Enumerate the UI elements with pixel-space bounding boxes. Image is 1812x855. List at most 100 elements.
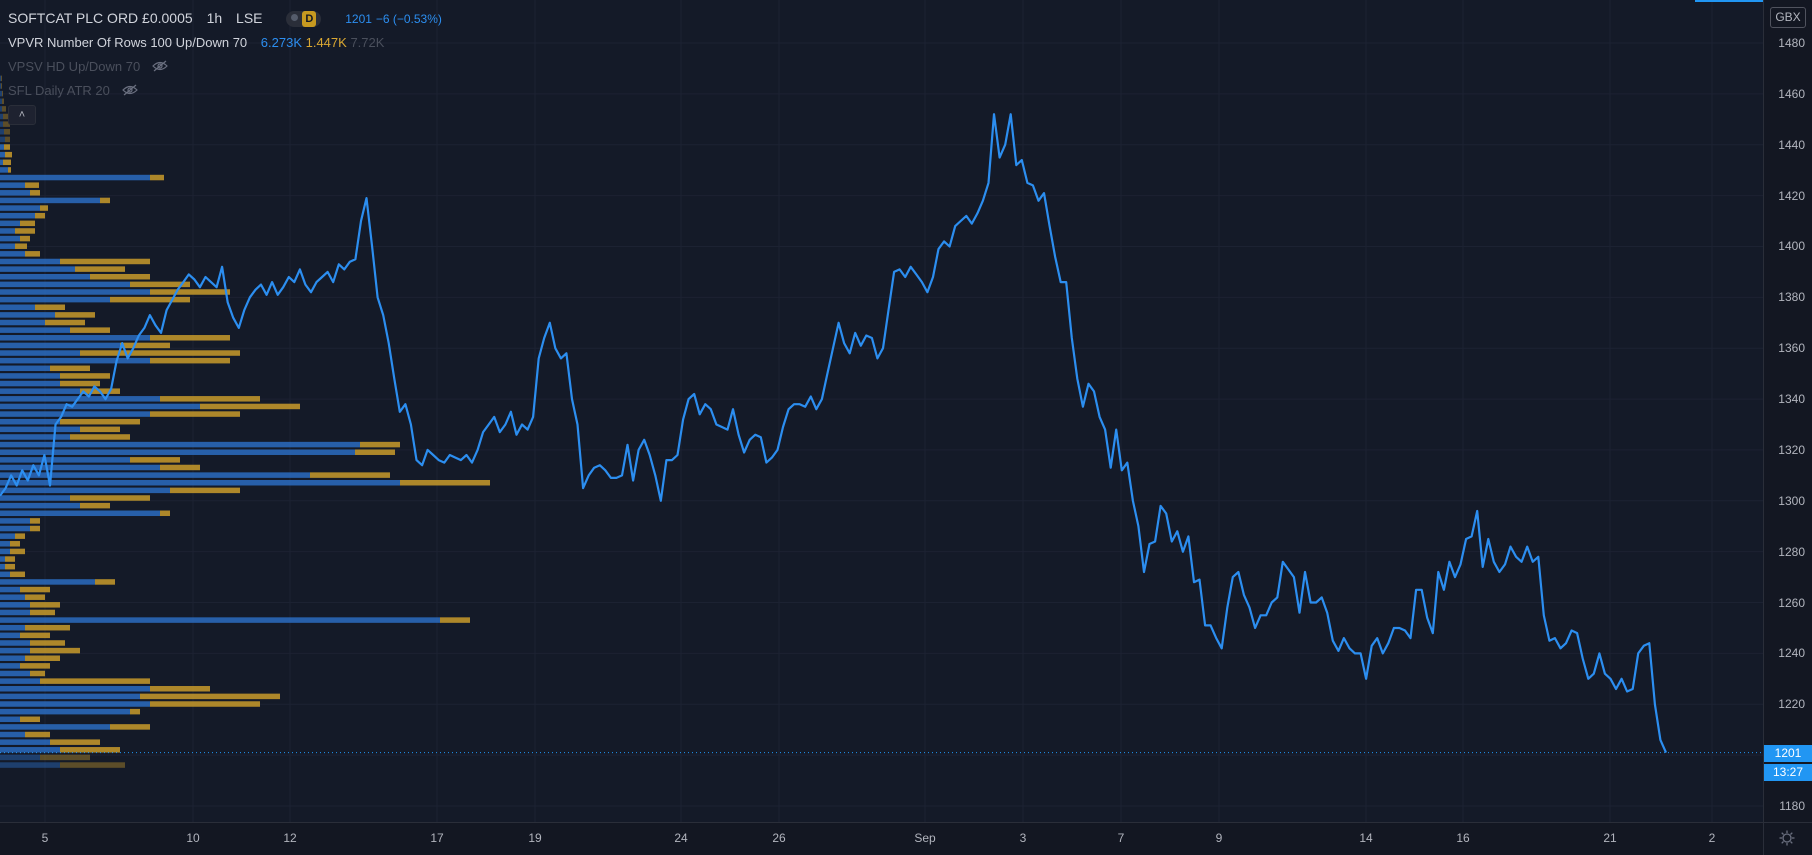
volume-profile-down-bar <box>40 678 150 684</box>
volume-profile-down-bar <box>150 701 260 707</box>
eye-hidden-icon[interactable] <box>152 60 168 72</box>
volume-profile-up-bar <box>0 83 1 89</box>
vpsv-legend[interactable]: VPSV HD Up/Down 70 <box>8 59 168 74</box>
volume-profile-up-bar <box>0 197 100 204</box>
volume-profile-down-bar <box>1 83 2 89</box>
price-tick-label: 1180 <box>1779 799 1805 813</box>
volume-profile-up-bar <box>0 159 3 166</box>
volume-profile-up-bar <box>0 98 2 104</box>
eye-hidden-icon[interactable] <box>121 84 138 96</box>
volume-profile-down-bar <box>170 487 240 494</box>
volume-profile-up-bar <box>0 182 25 188</box>
volume-profile-up-bar <box>0 495 70 501</box>
volume-profile-down-bar <box>110 724 150 730</box>
vpvr-title[interactable]: VPVR Number Of Rows 100 Up/Down 70 <box>8 35 248 50</box>
time-tick-label: 19 <box>528 831 542 845</box>
time-tick-label: 17 <box>430 831 444 845</box>
volume-profile-up-bar <box>0 304 35 311</box>
atr-legend[interactable]: SFL Daily ATR 20 <box>8 83 138 98</box>
volume-profile-down-bar <box>80 350 240 356</box>
volume-profile-down-bar <box>310 472 390 478</box>
volume-profile-down-bar <box>25 182 39 188</box>
volume-profile-up-bar <box>0 411 150 417</box>
vpsv-title[interactable]: VPSV HD Up/Down 70 <box>8 59 141 74</box>
volume-profile-up-bar <box>0 365 50 372</box>
volume-profile-up-bar <box>0 624 25 631</box>
price-tick-label: 1340 <box>1778 392 1805 407</box>
volume-profile-down-bar <box>150 174 164 181</box>
volume-profile-down-bar <box>10 548 25 555</box>
time-tick-label: 21 <box>1603 831 1617 845</box>
interval-label[interactable]: 1h <box>206 10 223 26</box>
volume-profile-up-bar <box>0 518 30 524</box>
settings-icon[interactable] <box>1779 830 1795 846</box>
volume-profile-down-bar <box>150 289 230 295</box>
top-accent-bar <box>1695 0 1763 2</box>
time-tick-label: 7 <box>1117 831 1125 845</box>
volume-profile-up-bar <box>0 228 15 234</box>
volume-profile-up-bar <box>0 525 30 532</box>
volume-profile-down-bar <box>160 396 260 402</box>
currency-badge[interactable]: GBX <box>1770 7 1806 28</box>
volume-profile-down-bar <box>15 533 25 539</box>
price-change: −6 (−0.53%) <box>375 12 442 26</box>
volume-profile-up-bar <box>0 556 5 562</box>
volume-profile-down-bar <box>60 373 110 379</box>
volume-profile-up-bar <box>0 708 130 715</box>
vpvr-legend[interactable]: VPVR Number Of Rows 100 Up/Down 70 6.273… <box>8 35 384 50</box>
volume-profile-up-bar <box>0 647 30 654</box>
volume-profile-up-bar <box>0 220 20 227</box>
volume-profile-up-bar <box>0 319 45 326</box>
axis-corner <box>1763 822 1812 855</box>
volume-profile-down-bar <box>400 479 490 486</box>
volume-profile-down-bar <box>30 609 55 616</box>
volume-profile-down-bar <box>95 579 115 585</box>
volume-profile-down-bar <box>200 403 300 410</box>
time-tick-label: 5 <box>41 831 49 845</box>
volume-profile-up-bar <box>0 190 30 196</box>
market-status-chip[interactable]: D <box>286 11 322 27</box>
volume-profile-down-bar <box>5 556 15 562</box>
time-axis[interactable]: 5 10 12 17 19 24 26 Sep 3 7 9 14 16 21 2 <box>0 822 1763 855</box>
volume-profile-up-bar <box>0 312 55 318</box>
volume-profile-up-bar <box>0 243 15 249</box>
price-tick-label: 1460 <box>1778 86 1805 101</box>
volume-profile-up-bar <box>0 457 130 463</box>
volume-profile-down-bar <box>110 296 190 303</box>
volume-profile-down-bar <box>20 716 40 723</box>
volume-profile-up-bar <box>0 449 355 455</box>
volume-profile-up-bar <box>0 403 200 410</box>
volume-profile-up-bar <box>0 472 310 478</box>
time-tick-label: 2 <box>1708 831 1716 845</box>
volume-profile-down-bar <box>130 457 180 463</box>
volume-profile-down-bar <box>5 151 12 158</box>
atr-title[interactable]: SFL Daily ATR 20 <box>8 83 110 98</box>
volume-profile-down-bar <box>60 418 140 425</box>
volume-profile-down-bar <box>60 762 125 768</box>
volume-profile-up-bar <box>0 258 60 265</box>
time-tick-label: 14 <box>1359 831 1373 845</box>
volume-profile-down-bar <box>10 571 25 578</box>
chart-pane[interactable] <box>0 0 1763 822</box>
volume-profile-down-bar <box>8 167 11 173</box>
volume-profile-down-bar <box>25 731 50 738</box>
volume-profile-down-bar <box>70 434 130 440</box>
symbol-name[interactable]: SOFTCAT PLC ORD £0.0005 <box>8 10 193 26</box>
volume-profile-up-bar <box>0 640 30 646</box>
volume-profile-down-bar <box>3 121 10 127</box>
volume-profile-up-bar <box>0 388 80 394</box>
price-axis[interactable]: 1480 1460 1440 1420 1400 1380 1360 1340 1320 1300… <box>1763 0 1812 822</box>
volume-profile-up-bar <box>0 426 80 433</box>
volume-profile-down-bar <box>5 563 15 570</box>
volume-profile-up-bar <box>0 373 60 379</box>
collapse-legend-button[interactable]: ˄ <box>8 105 36 125</box>
price-tick-label: 1260 <box>1778 595 1805 610</box>
chevron-up-icon: ˄ <box>18 109 26 121</box>
volume-profile-up-bar <box>0 693 140 700</box>
legend-main[interactable]: SOFTCAT PLC ORD £0.0005 1h LSE D 1201 −6… <box>8 10 442 27</box>
volume-profile-up-bar <box>0 731 25 738</box>
volume-profile-down-bar <box>440 617 470 623</box>
time-tick-label: 26 <box>772 831 786 845</box>
volume-profile-down-bar <box>40 205 48 211</box>
price-plot[interactable] <box>0 0 1763 822</box>
